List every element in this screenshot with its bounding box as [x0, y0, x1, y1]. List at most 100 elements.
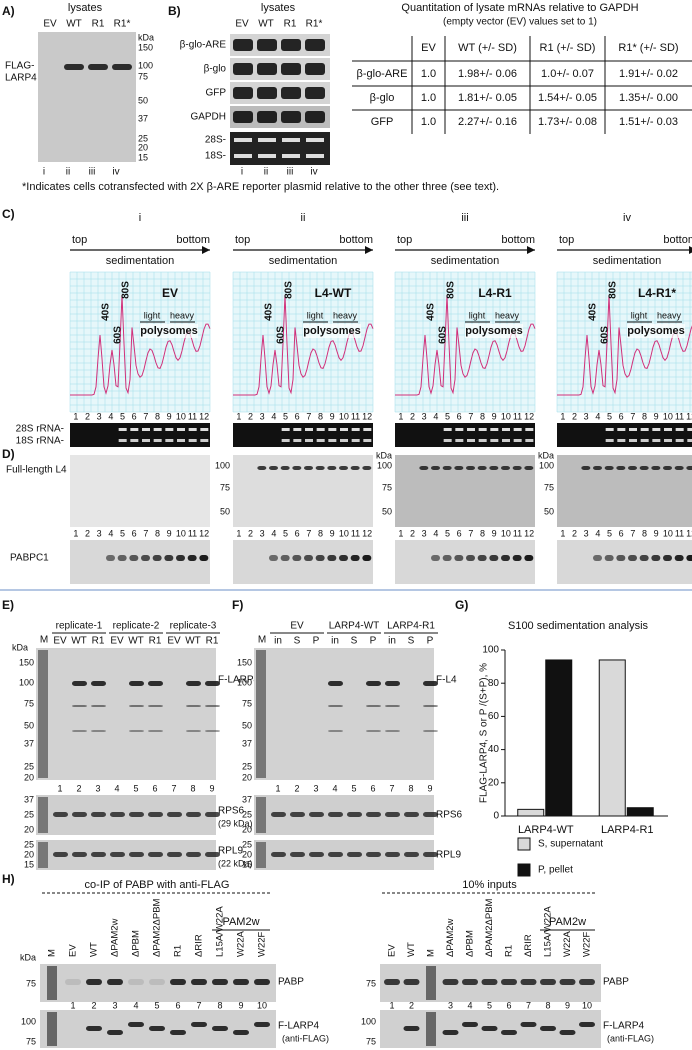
label: sedimentation	[106, 255, 175, 267]
gel-band	[281, 428, 290, 431]
band	[257, 87, 277, 99]
label: WT	[258, 19, 274, 30]
band	[604, 466, 614, 470]
label: RPS6	[218, 806, 245, 817]
gel-band	[664, 428, 672, 431]
label: LARP4-R1	[387, 621, 435, 632]
band	[257, 466, 267, 470]
gel-band	[282, 138, 300, 142]
gel-band	[293, 428, 302, 431]
band	[304, 466, 313, 470]
label: 11	[513, 528, 522, 538]
label: light	[631, 310, 648, 320]
band	[257, 63, 277, 75]
ladder	[47, 1012, 57, 1046]
band	[366, 852, 381, 857]
gel-band	[478, 428, 487, 431]
label: 7	[630, 411, 635, 421]
label: 60S	[600, 326, 611, 344]
band	[423, 812, 438, 817]
label: 9	[492, 528, 497, 538]
band	[339, 466, 348, 470]
label: W22A	[562, 930, 573, 957]
label: FLAG-	[5, 61, 34, 72]
label: 5	[351, 783, 356, 793]
band	[454, 466, 464, 470]
band	[385, 681, 400, 686]
band	[347, 812, 362, 817]
band	[362, 555, 372, 561]
band	[559, 1030, 576, 1035]
blot	[230, 106, 330, 128]
label: 6	[295, 528, 300, 538]
label: β-glo	[370, 92, 395, 104]
band	[129, 730, 144, 732]
band	[423, 705, 438, 707]
gel-band	[258, 154, 276, 158]
gel-band	[281, 439, 290, 442]
label: 6	[457, 411, 462, 421]
band	[129, 852, 144, 857]
band	[292, 466, 302, 470]
label: 6	[619, 528, 624, 538]
label: 18S-	[205, 151, 226, 162]
gel-band	[605, 439, 614, 442]
band	[91, 812, 106, 817]
band	[65, 979, 81, 985]
label: 75	[220, 482, 230, 492]
label: 5	[607, 411, 612, 421]
panel-letter: H)	[2, 872, 15, 886]
gel-band	[130, 439, 139, 442]
bar	[517, 808, 545, 817]
band	[404, 852, 419, 857]
label: 11	[351, 528, 360, 538]
panel-letter: B)	[168, 4, 181, 18]
gel-band	[165, 428, 174, 431]
band	[91, 730, 106, 732]
label: R1	[173, 945, 184, 957]
band	[254, 979, 270, 985]
band	[362, 466, 372, 470]
band	[290, 852, 305, 857]
label: 1.0+/- 0.07	[541, 68, 594, 80]
band	[170, 1030, 186, 1035]
label: R1	[284, 19, 297, 30]
gel-band	[478, 439, 487, 442]
legend-swatch	[517, 837, 531, 851]
legend-label: S, supernatant	[538, 839, 603, 850]
label: EV	[290, 621, 304, 632]
label: iii	[461, 212, 468, 224]
label: 9	[427, 783, 432, 793]
label: 9	[238, 1000, 243, 1010]
bar	[545, 659, 573, 817]
blot	[70, 455, 210, 527]
band	[72, 681, 87, 686]
band	[91, 852, 106, 857]
label: (anti-FLAG)	[282, 1033, 329, 1043]
label: 7	[389, 783, 394, 793]
box	[140, 324, 198, 338]
label: 9	[167, 411, 172, 421]
label: 9	[209, 783, 214, 793]
gel-band	[525, 428, 534, 431]
label: 1.51+/- 0.03	[619, 116, 678, 128]
label: 12	[524, 528, 534, 538]
label: 10	[501, 528, 511, 538]
band	[384, 979, 400, 985]
label: 20	[138, 142, 148, 152]
label: 8	[155, 411, 160, 421]
label: 100	[138, 60, 153, 70]
gel-band	[340, 428, 348, 431]
label: 37	[138, 113, 148, 123]
panel-letter: C)	[2, 207, 15, 221]
label: polysomes	[465, 325, 522, 337]
panel-letter: D)	[2, 447, 15, 461]
gel-band	[340, 439, 348, 442]
label: 6	[619, 411, 624, 421]
band	[366, 681, 381, 686]
gel	[230, 132, 330, 165]
label: 25	[242, 761, 252, 771]
gel-band	[130, 428, 139, 431]
label: 40S	[588, 303, 599, 321]
label: 10	[176, 528, 186, 538]
